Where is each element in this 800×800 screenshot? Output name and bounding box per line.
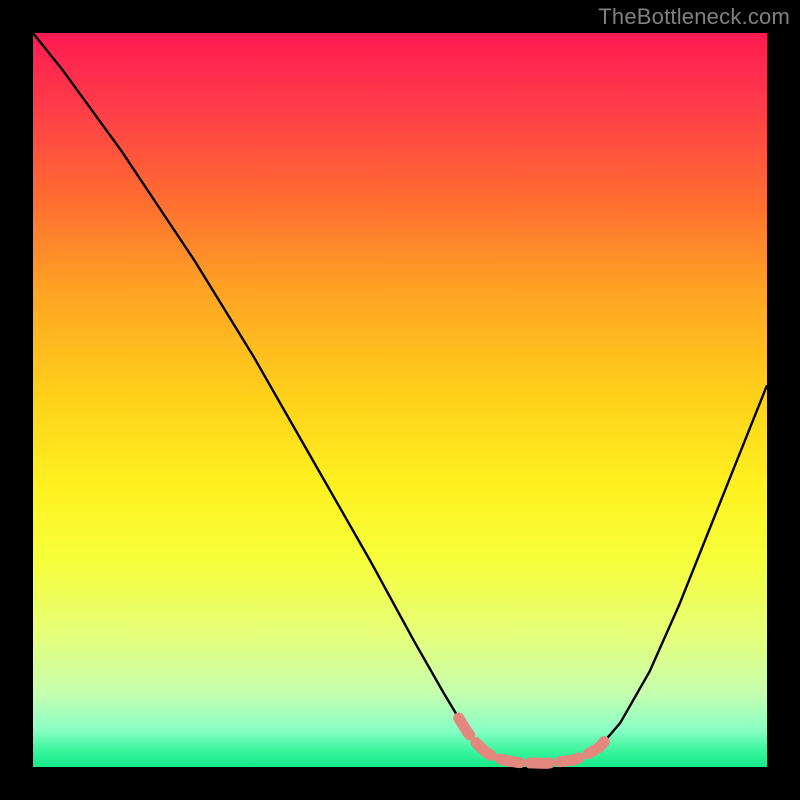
- watermark-text: TheBottleneck.com: [598, 4, 790, 30]
- bottleneck-chart: [0, 0, 800, 800]
- chart-frame: TheBottleneck.com: [0, 0, 800, 800]
